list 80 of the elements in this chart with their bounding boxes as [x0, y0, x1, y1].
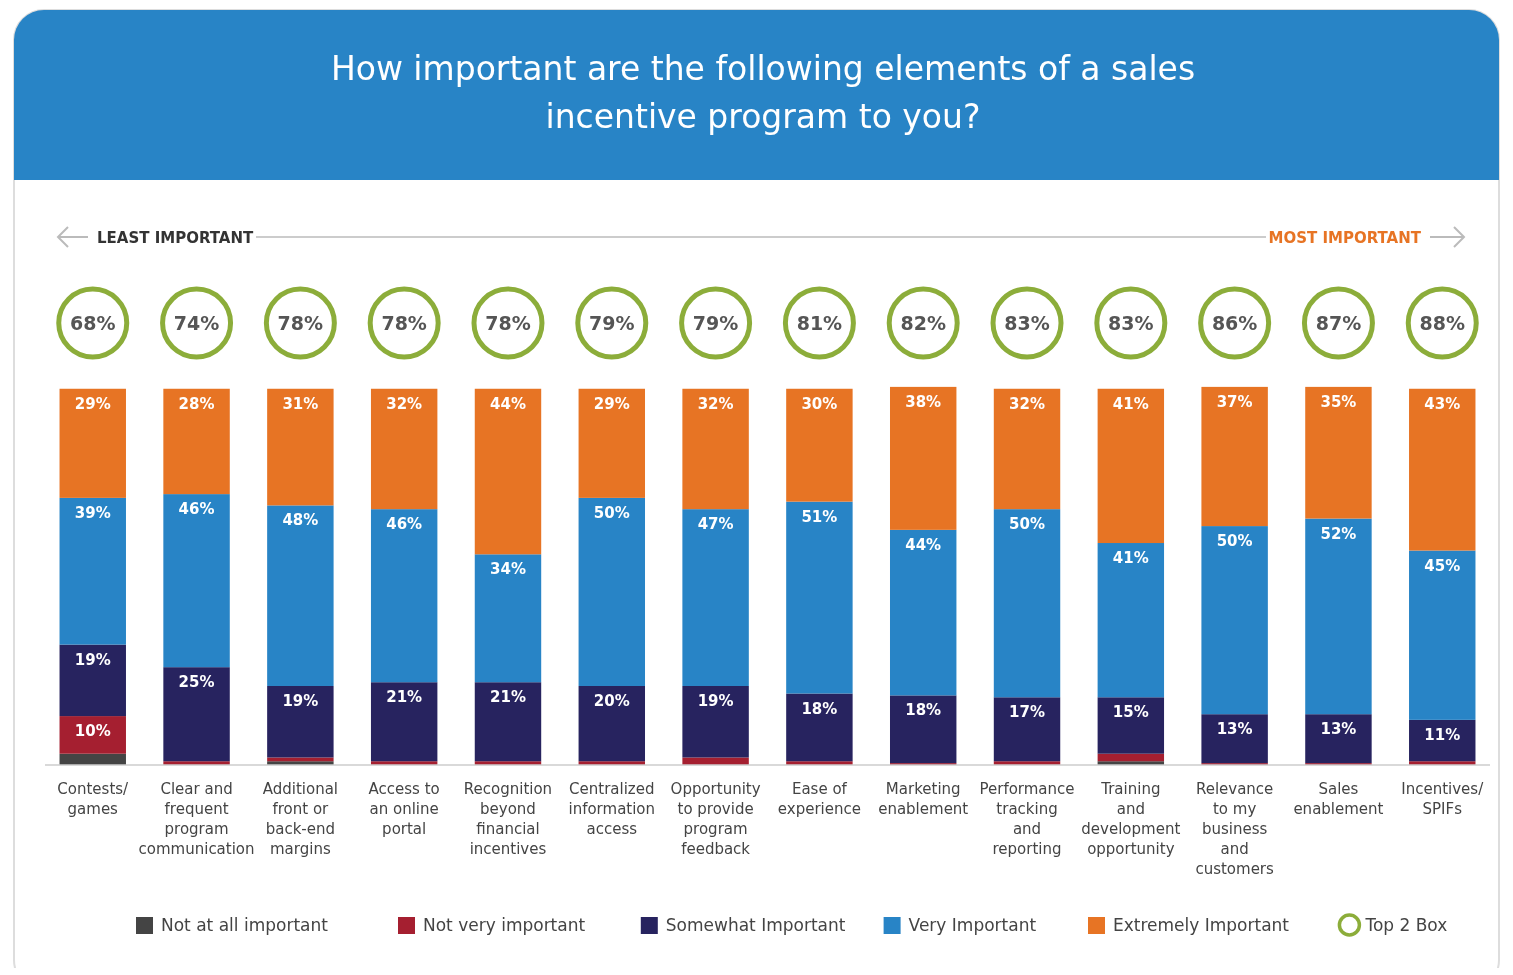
x-tick-label: Incentives/ SPIFs: [1401, 780, 1485, 818]
data-label: 48%: [282, 511, 319, 530]
x-tick-label: Recognition beyond financial incentives: [463, 780, 553, 858]
x-tick-label: Clear and frequent program communication: [138, 780, 255, 858]
data-label: 18%: [905, 701, 942, 720]
data-label: 34%: [490, 560, 526, 579]
data-label: 52%: [1320, 524, 1357, 543]
data-label: 37%: [1216, 392, 1253, 411]
data-label: 44%: [490, 394, 526, 413]
data-label: 19%: [697, 691, 734, 710]
data-label: 39%: [74, 503, 111, 522]
data-label: 28%: [178, 394, 215, 413]
data-label: 43%: [1424, 394, 1461, 413]
x-tick-label: Ease of experience: [777, 780, 861, 818]
text: 78%: [381, 312, 427, 334]
data-label: 31%: [282, 394, 319, 413]
data-label: 10%: [74, 722, 111, 741]
legend-label: Not at all important: [161, 915, 329, 935]
data-label: 35%: [1320, 392, 1357, 411]
legend-label: Very Important: [908, 915, 1037, 935]
data-label: 44%: [905, 535, 942, 554]
text: 79%: [589, 312, 635, 334]
data-label: 29%: [593, 394, 630, 413]
x-tick-label: Marketing enablement: [878, 780, 969, 818]
x-tick-label: Training and development opportunity: [1081, 780, 1181, 858]
data-label: 15%: [1112, 703, 1149, 722]
data-label: 19%: [282, 691, 319, 710]
data-label: 25%: [178, 673, 215, 692]
text: MOST IMPORTANT: [1268, 229, 1422, 247]
data-label: 50%: [1216, 532, 1253, 551]
text: 81%: [796, 312, 843, 334]
text: 74%: [173, 312, 220, 334]
text: 82%: [900, 312, 946, 334]
data-label: 13%: [1320, 720, 1357, 739]
data-label: 20%: [593, 691, 630, 710]
data-label: 17%: [1009, 703, 1045, 722]
text: LEAST IMPORTANT: [97, 229, 255, 247]
x-tick-label: Centralized information access: [568, 780, 656, 838]
data-label: 45%: [1424, 556, 1461, 575]
data-label: 46%: [386, 515, 423, 534]
data-label: 46%: [178, 500, 215, 519]
x-tick-label: Sales enablement: [1293, 780, 1384, 818]
x-tick-label: Contests/ games: [57, 780, 130, 818]
legend-label: Extremely Important: [1113, 915, 1290, 935]
data-label: 30%: [801, 394, 838, 413]
data-label: 50%: [593, 503, 630, 522]
chart-title: How important are the following elements of a sales incentive program to you?: [330, 49, 1196, 136]
data-label: 19%: [74, 650, 111, 669]
text: 88%: [1419, 312, 1465, 334]
x-tick-label: Performance tracking and reporting: [979, 780, 1075, 858]
data-label: 21%: [490, 688, 526, 707]
x-tick-label: Additional front or back-end margins: [262, 780, 339, 858]
x-tick-label: Opportunity to provide program feedback: [670, 780, 761, 858]
data-label: 32%: [697, 394, 734, 413]
text: Top 2 Box: [1364, 915, 1448, 935]
data-label: 21%: [386, 688, 423, 707]
text: 86%: [1211, 312, 1258, 334]
data-label: 11%: [1424, 725, 1461, 744]
text: 83%: [1004, 312, 1050, 334]
data-label: 47%: [697, 515, 734, 534]
text: 83%: [1108, 312, 1154, 334]
data-label: 51%: [801, 507, 838, 526]
legend-label: Somewhat Important: [665, 915, 846, 935]
text: 78%: [277, 312, 324, 334]
text: 79%: [692, 312, 739, 334]
data-label: 13%: [1216, 720, 1253, 739]
data-label: 32%: [386, 394, 423, 413]
data-label: 29%: [74, 394, 111, 413]
x-tick-label: Relevance to my business and customers: [1195, 780, 1275, 878]
legend-label: Not very important: [423, 915, 586, 935]
text: 87%: [1315, 312, 1362, 334]
text: 68%: [70, 312, 116, 334]
text: 78%: [485, 312, 531, 334]
data-label: 38%: [905, 392, 942, 411]
data-label: 50%: [1009, 515, 1045, 534]
x-tick-label: Access to an online portal: [368, 780, 440, 838]
data-label: 41%: [1112, 549, 1149, 568]
data-label: 32%: [1009, 394, 1045, 413]
data-label: 18%: [801, 699, 838, 718]
data-label: 41%: [1112, 394, 1149, 413]
